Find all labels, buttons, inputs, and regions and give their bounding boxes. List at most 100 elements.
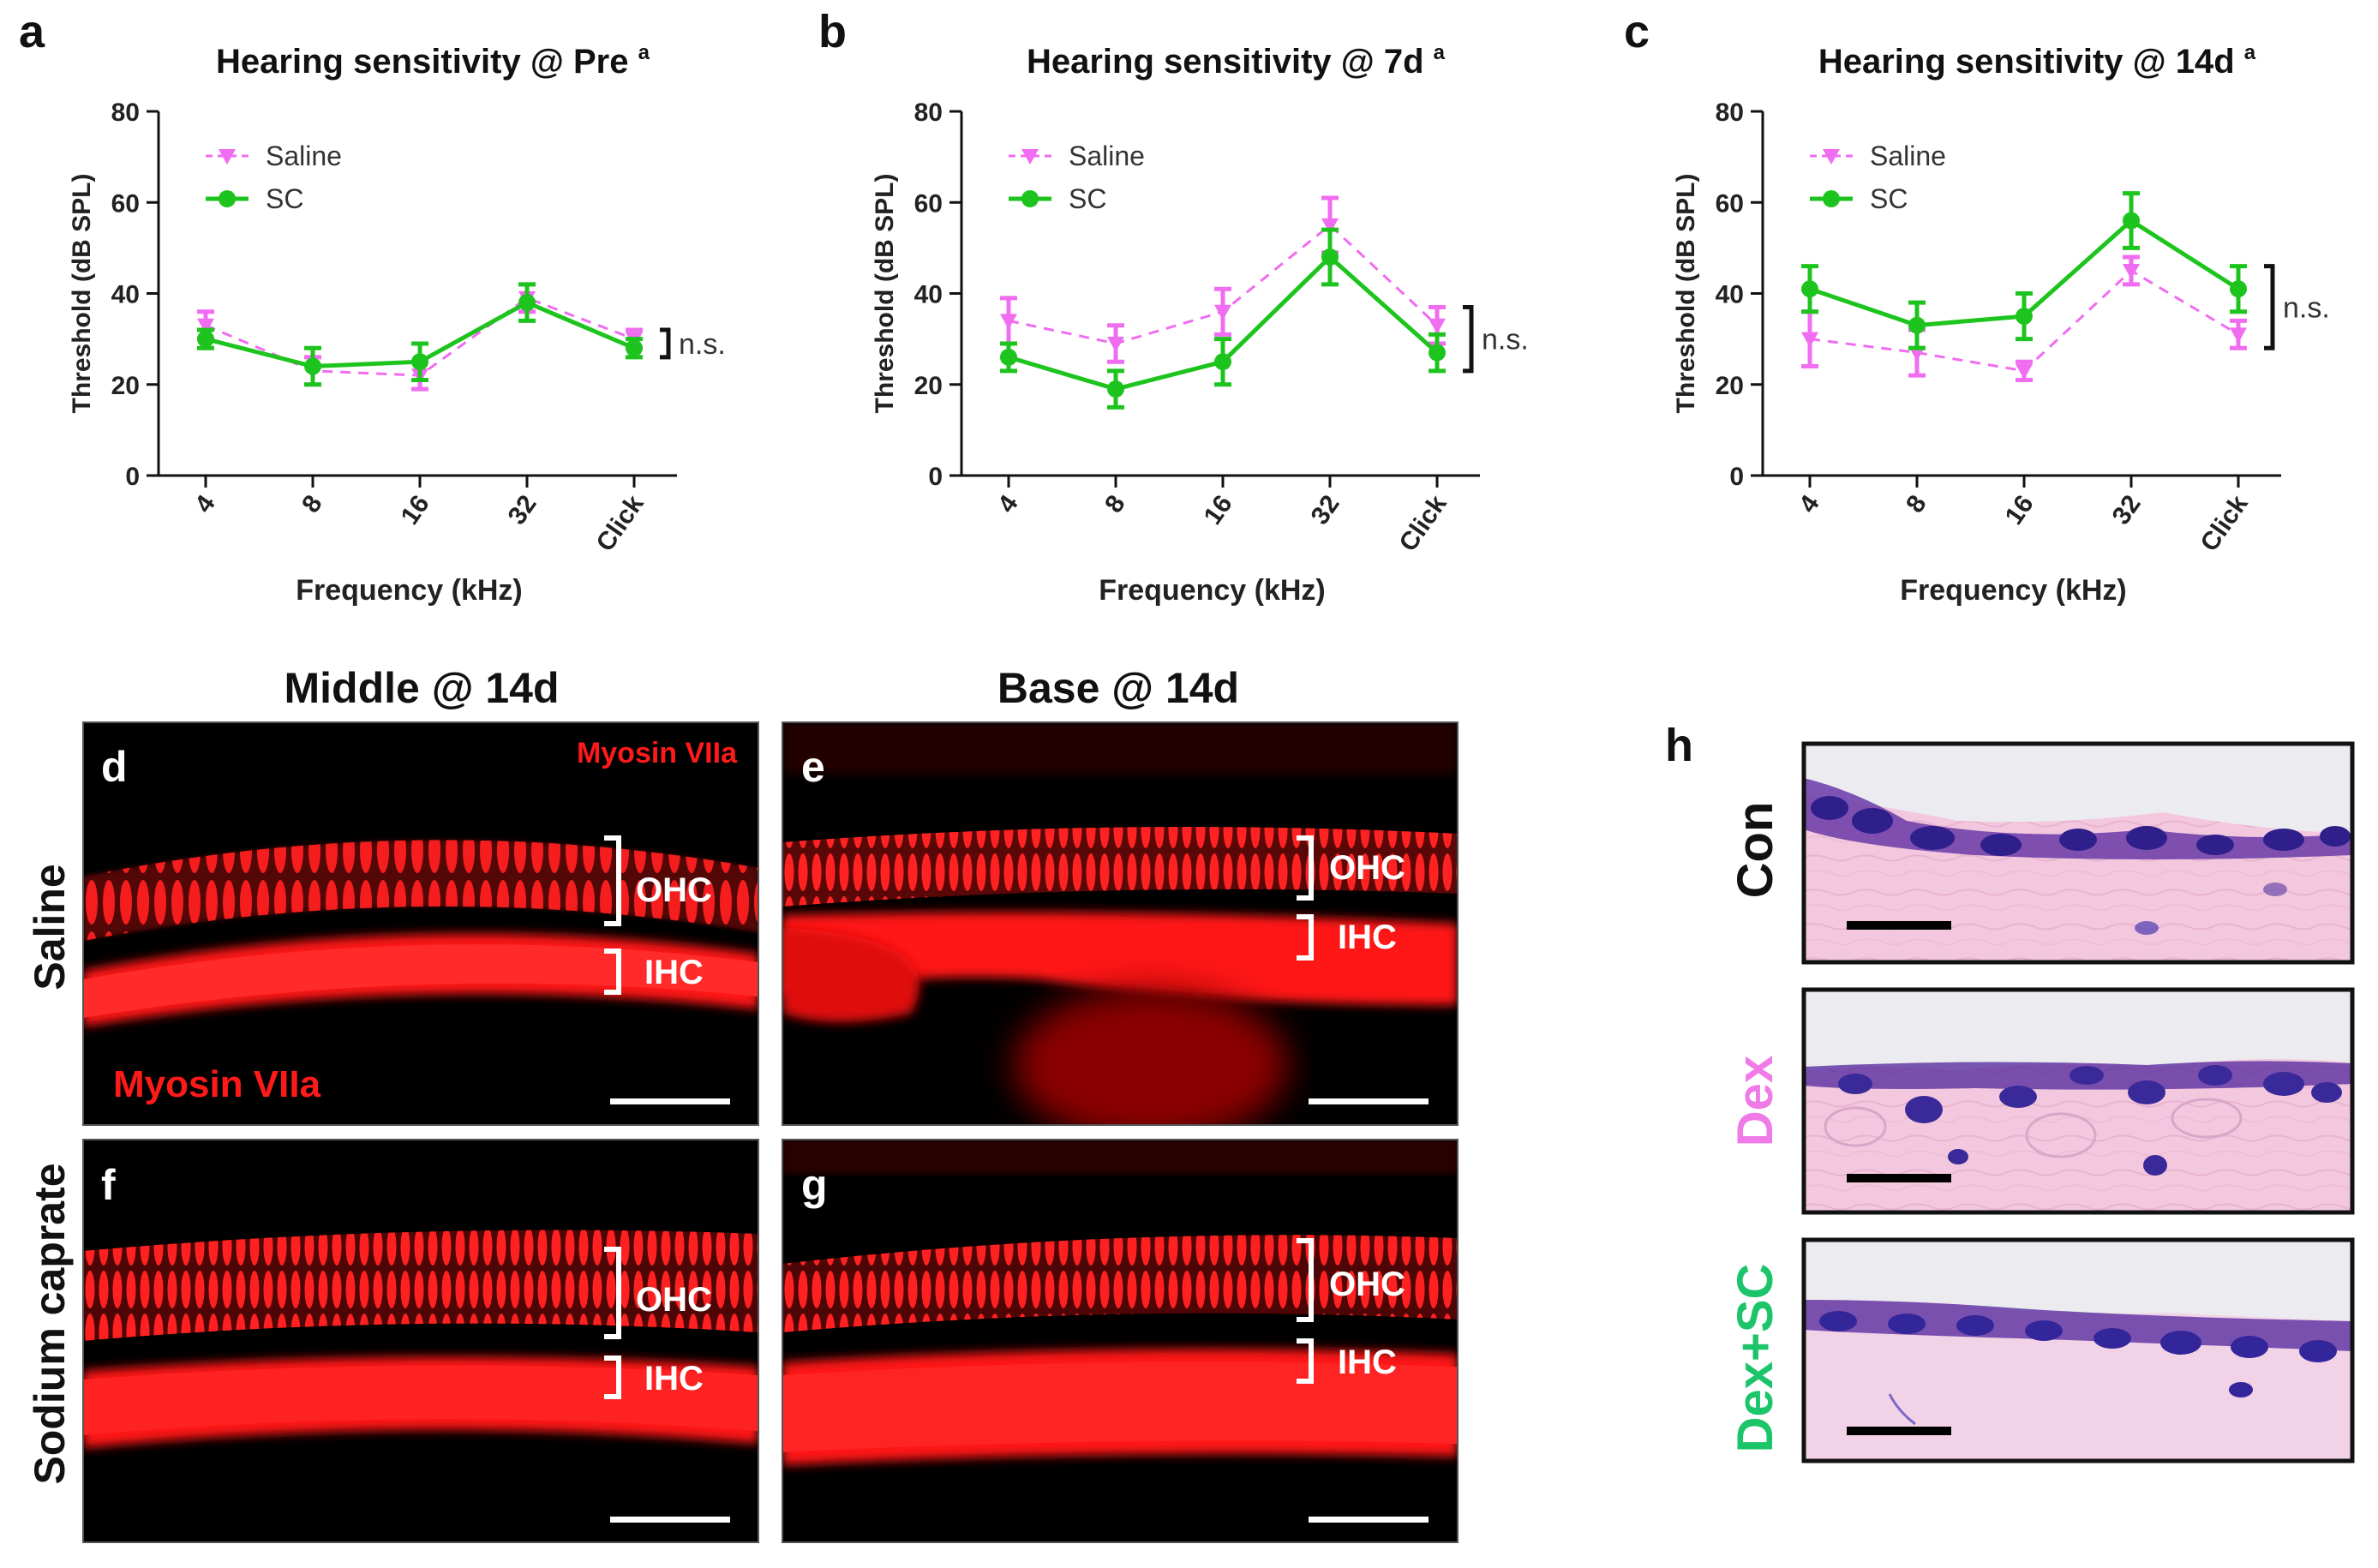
x-axis-label: Frequency (kHz) [296,574,523,607]
histology-image-dex [1801,987,2355,1215]
significance-bracket [2264,264,2275,350]
panel-letter-f: f [101,1161,116,1209]
y-tick-label: 60 [111,189,140,218]
y-tick-label: 20 [111,372,140,400]
data-point-sc [626,339,643,357]
bracket-ihc-g [1297,1338,1314,1384]
histology-label-con: Con [1728,802,1783,899]
legend-label-sc: SC [266,183,303,214]
chart-title-superscript: a [2244,41,2256,64]
histology-label-dex: Dex [1728,1056,1783,1146]
data-point-sc [2123,212,2140,230]
data-point-sc [2016,308,2033,326]
data-point-saline [2123,263,2140,279]
scale-bar-f [610,1517,730,1523]
x-axis-label: Frequency (kHz) [1099,574,1326,607]
y-tick-label: 40 [914,281,943,309]
significance-label: n.s. [2283,291,2330,324]
label-ohc-e: OHC [1329,849,1405,887]
y-axis-label: Threshold (dB SPL) [68,174,96,414]
bracket-ihc-e [1297,914,1314,961]
x-tick-label: Click [591,490,650,557]
micrograph-e [782,721,1459,1126]
legend-marker [1823,190,1840,207]
data-point-sc [1429,344,1446,362]
data-point-sc [197,330,214,348]
data-point-sc [304,357,321,375]
x-tick-label: 8 [297,490,328,518]
stain-label-bottom: Myosin VIIa [113,1063,321,1105]
row-label-sodium-caprate: Sodium caprate [26,1163,74,1484]
panel-letter-c: c [1624,6,1650,57]
label-ihc-f: IHC [644,1360,704,1397]
x-axis-label: Frequency (kHz) [1900,574,2127,607]
label-ihc-d: IHC [644,954,704,991]
data-point-saline [1107,336,1124,352]
panel-letter-e: e [801,743,825,791]
significance-label: n.s. [1482,324,1529,356]
chart-title: Hearing sensitivity @ 14d a [1818,41,2256,81]
legend-label-sc: SC [1870,183,1908,214]
y-tick-label: 40 [111,281,140,309]
bracket-ohc-e [1297,835,1314,901]
panel-letter-g: g [801,1161,828,1209]
data-point-saline [1321,218,1339,234]
data-point-saline [2016,363,2033,380]
label-ohc-g: OHC [1329,1266,1405,1303]
y-tick-label: 0 [125,463,140,491]
data-point-sc [518,294,536,312]
y-axis-label: Threshold (dB SPL) [1672,174,1700,414]
y-axis-label: Threshold (dB SPL) [871,174,899,414]
x-tick-label: 8 [1099,490,1131,518]
scale-bar-g [1309,1517,1429,1523]
x-tick-label: Click [2195,490,2254,557]
y-tick-label: 80 [914,99,943,127]
data-point-saline [1429,318,1446,334]
column-title-base: Base @ 14d [997,664,1239,712]
bracket-ohc-g [1297,1238,1314,1322]
data-point-sc [1000,348,1017,366]
y-tick-label: 20 [914,372,943,400]
micrograph-g [782,1139,1459,1543]
chart-title: Hearing sensitivity @ 7d a [1027,41,1446,81]
legend-label-saline: Saline [1870,141,1946,171]
x-tick-label: 32 [2107,490,2147,530]
legend-marker [219,149,236,165]
label-ohc-f: OHC [636,1281,712,1319]
bracket-ohc-d [604,835,621,926]
panel-letter-b: b [818,6,847,57]
data-point-saline [197,318,214,334]
data-point-sc [2230,280,2247,298]
data-point-sc [1214,353,1231,371]
micrograph-d [82,721,759,1126]
x-tick-label: 4 [1794,490,1825,518]
panel-letter-d: d [101,743,128,791]
y-tick-label: 60 [1716,189,1744,218]
x-tick-label: 16 [396,490,435,530]
y-tick-label: 80 [111,99,140,127]
chart-title-superscript: a [1434,41,1446,64]
y-tick-label: 0 [928,463,943,491]
x-tick-label: 32 [1306,490,1345,530]
data-point-sc [1908,316,1926,334]
micrograph-f [82,1139,759,1543]
legend-marker [1021,149,1039,165]
chart-title-superscript: a [638,41,650,64]
data-point-sc [1321,248,1339,266]
histology-image-dexsc [1801,1237,2355,1463]
stain-label-top: Myosin VIIa [577,737,738,769]
data-point-sc [1107,380,1124,398]
chart-title: Hearing sensitivity @ Pre a [216,41,650,81]
y-tick-label: 0 [1729,463,1744,491]
bracket-ihc-d [604,949,621,995]
legend-marker [1823,149,1840,165]
histology-label-dexsc: Dex+SC [1728,1264,1783,1453]
bracket-ohc-f [604,1247,621,1339]
data-point-saline [1214,304,1231,320]
y-tick-label: 80 [1716,99,1744,127]
data-point-sc [1801,280,1818,298]
legend-label-sc: SC [1069,183,1106,214]
data-point-sc [411,353,428,371]
